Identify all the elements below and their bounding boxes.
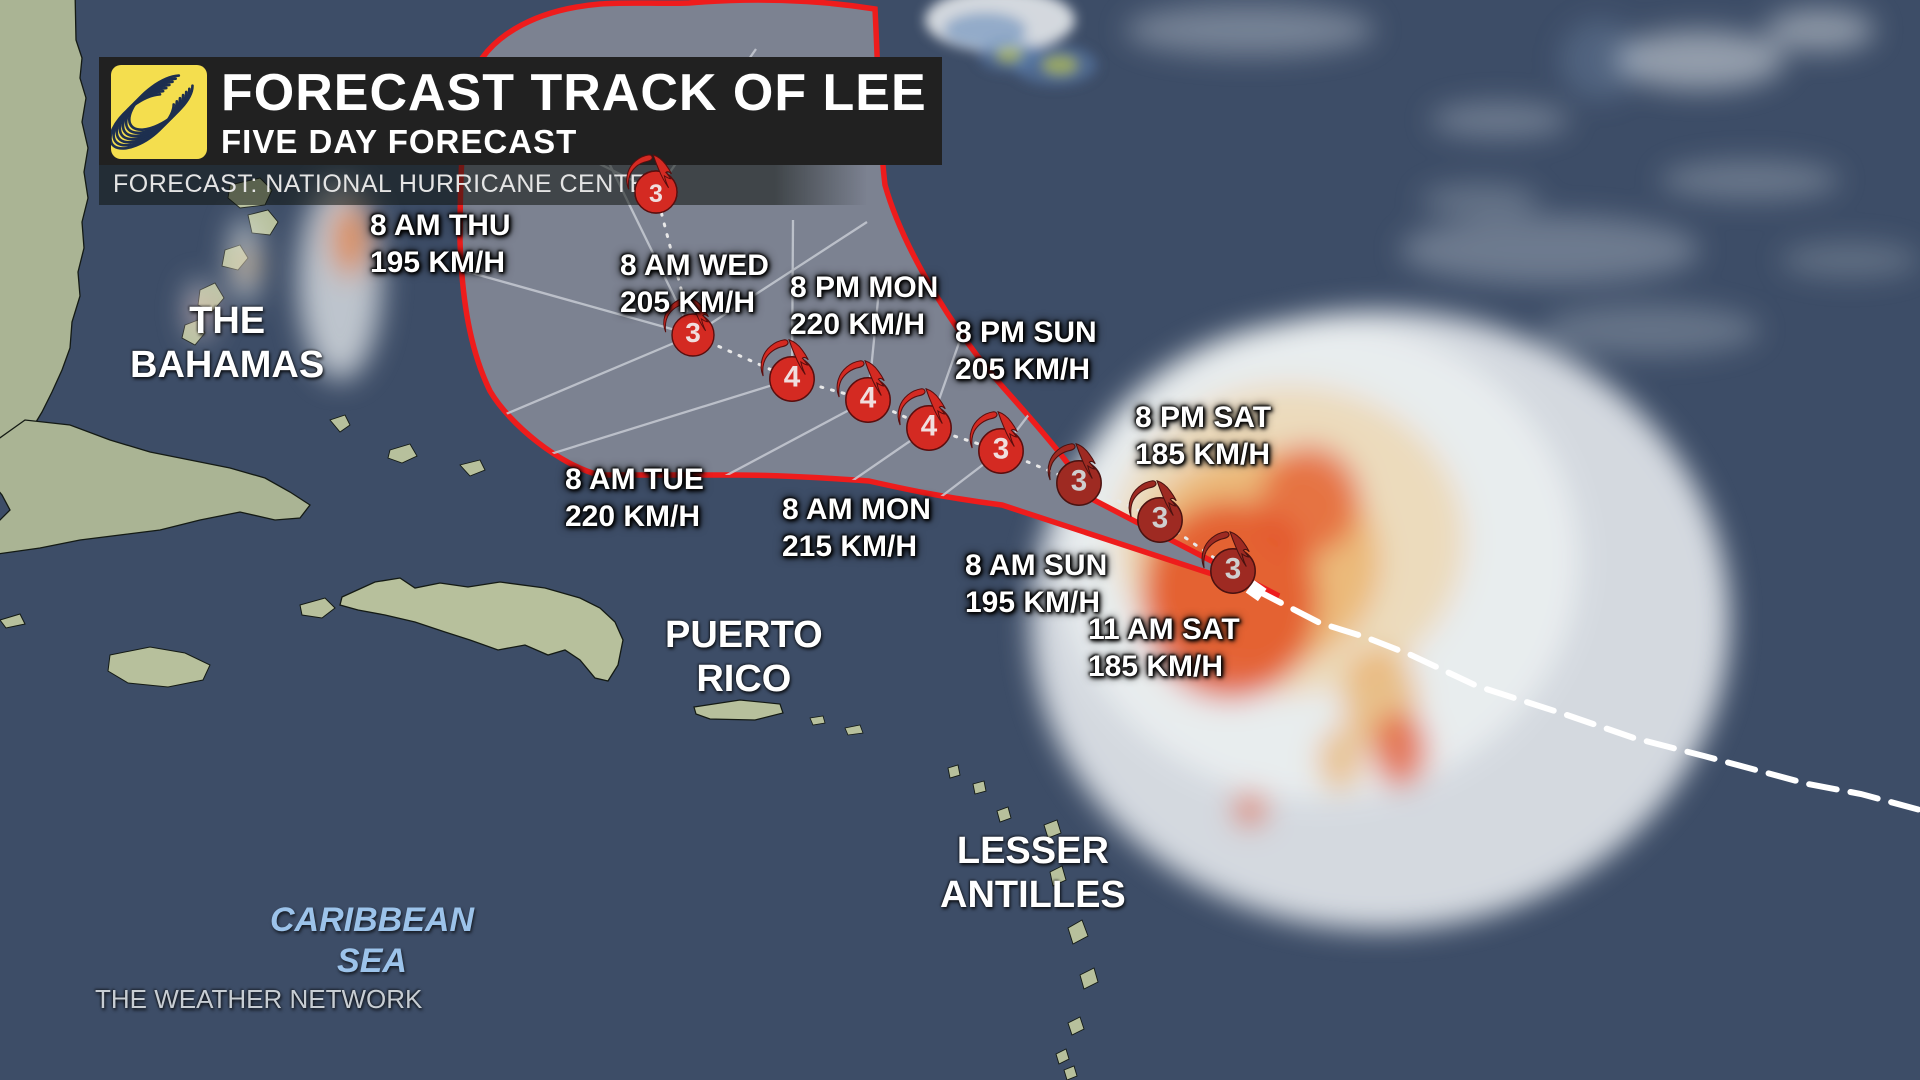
svg-text:3: 3 [993, 432, 1009, 465]
svg-text:4: 4 [860, 381, 877, 414]
svg-text:3: 3 [1152, 501, 1168, 534]
svg-text:4: 4 [921, 409, 938, 442]
svg-text:3: 3 [1071, 464, 1087, 497]
svg-text:4: 4 [784, 360, 801, 393]
svg-text:3: 3 [685, 317, 701, 348]
svg-text:3: 3 [1225, 552, 1241, 585]
